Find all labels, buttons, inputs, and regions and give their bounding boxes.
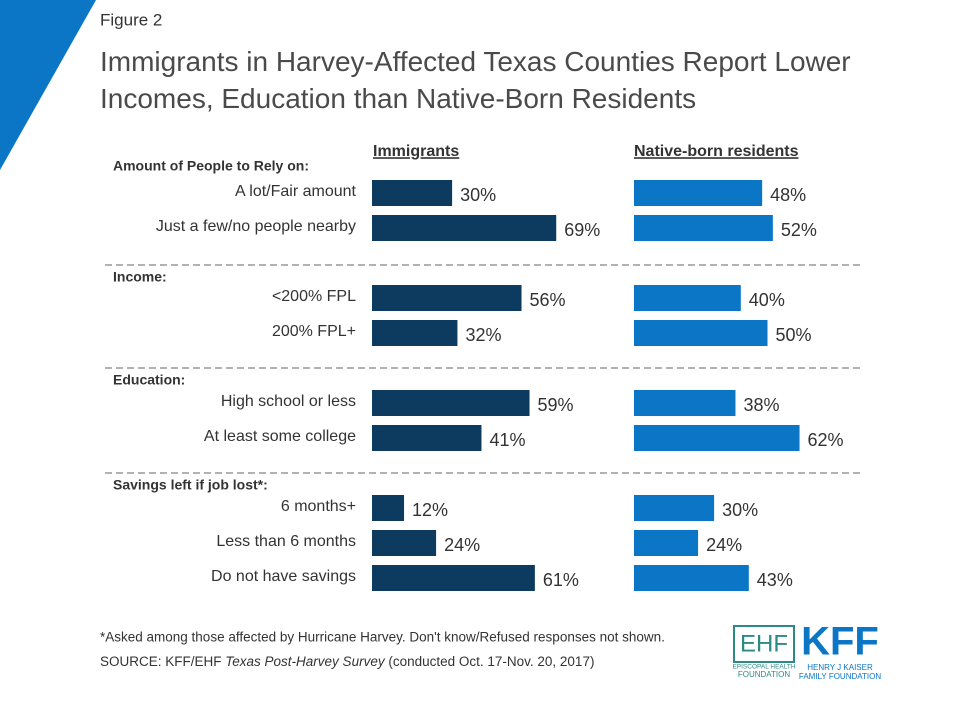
kff-mark: KFF xyxy=(801,620,879,664)
bar xyxy=(634,215,773,241)
bar xyxy=(372,180,453,206)
bar xyxy=(634,495,715,521)
title-line: Immigrants in Harvey-Affected Texas Coun… xyxy=(100,46,851,77)
bar xyxy=(372,215,557,241)
value-label: 40% xyxy=(749,290,785,310)
category-label: Less than 6 months xyxy=(216,533,356,550)
value-label: 24% xyxy=(706,535,742,555)
bar xyxy=(634,530,699,556)
value-label: 38% xyxy=(743,395,779,415)
bar xyxy=(634,565,749,591)
category-label: At least some college xyxy=(204,428,356,445)
corner-decoration xyxy=(0,0,96,170)
value-label: 30% xyxy=(460,185,496,205)
bar xyxy=(634,390,736,416)
category-label: High school or less xyxy=(221,393,356,410)
legend-entry: Native-born residents xyxy=(634,143,799,160)
source-prefix: SOURCE: KFF/EHF xyxy=(100,654,225,669)
value-label: 43% xyxy=(757,570,793,590)
bar xyxy=(372,565,535,591)
ehf-text: FOUNDATION xyxy=(738,670,791,679)
value-label: 52% xyxy=(781,220,817,240)
bar xyxy=(634,320,768,346)
title-line: Incomes, Education than Native-Born Resi… xyxy=(100,83,696,114)
bar xyxy=(372,425,482,451)
kff-text: FAMILY FOUNDATION xyxy=(799,672,881,681)
bar xyxy=(372,495,405,521)
kff-logo: KFF HENRY J KAISER FAMILY FOUNDATION xyxy=(799,620,881,682)
group-label: Savings left if job lost*: xyxy=(113,477,268,493)
figure-label: Figure 2 xyxy=(100,10,162,29)
chart-title: Immigrants in Harvey-Affected Texas Coun… xyxy=(100,46,858,114)
category-label: 6 months+ xyxy=(281,498,356,515)
group-label: Income: xyxy=(113,269,167,285)
category-label: <200% FPL xyxy=(272,288,356,305)
value-label: 32% xyxy=(465,325,501,345)
value-label: 24% xyxy=(444,535,480,555)
ehf-logo: EHF EPISCOPAL HEALTH FOUNDATION xyxy=(732,625,796,679)
ehf-text: EPISCOPAL HEALTH xyxy=(732,664,795,671)
bar xyxy=(634,285,741,311)
ehf-box xyxy=(733,625,795,663)
group-label: Amount of People to Rely on: xyxy=(113,158,309,174)
group-label: Education: xyxy=(113,372,185,388)
value-label: 61% xyxy=(543,570,579,590)
bar xyxy=(372,320,458,346)
value-label: 48% xyxy=(770,185,806,205)
bar xyxy=(634,425,800,451)
kff-text: HENRY J KAISER xyxy=(807,663,873,672)
bar xyxy=(372,390,530,416)
value-label: 41% xyxy=(489,430,525,450)
value-label: 30% xyxy=(722,500,758,520)
bar xyxy=(634,180,763,206)
footnote: *Asked among those affected by Hurricane… xyxy=(100,630,665,645)
category-label: Do not have savings xyxy=(211,568,356,585)
value-label: 50% xyxy=(776,325,812,345)
value-label: 59% xyxy=(538,395,574,415)
ehf-mark: EHF xyxy=(740,630,788,657)
source-suffix: (conducted Oct. 17-Nov. 20, 2017) xyxy=(385,654,595,669)
value-label: 69% xyxy=(564,220,600,240)
source-title: Texas Post-Harvey Survey xyxy=(225,654,386,669)
category-label: 200% FPL+ xyxy=(272,323,356,340)
source: SOURCE: KFF/EHF Texas Post-Harvey Survey… xyxy=(100,654,594,669)
value-label: 12% xyxy=(412,500,448,520)
bar xyxy=(372,285,522,311)
legend-entry: Immigrants xyxy=(373,143,459,160)
category-label: Just a few/no people nearby xyxy=(156,218,356,235)
value-label: 62% xyxy=(808,430,844,450)
category-label: A lot/Fair amount xyxy=(235,183,357,200)
value-label: 56% xyxy=(530,290,566,310)
bar xyxy=(372,530,437,556)
